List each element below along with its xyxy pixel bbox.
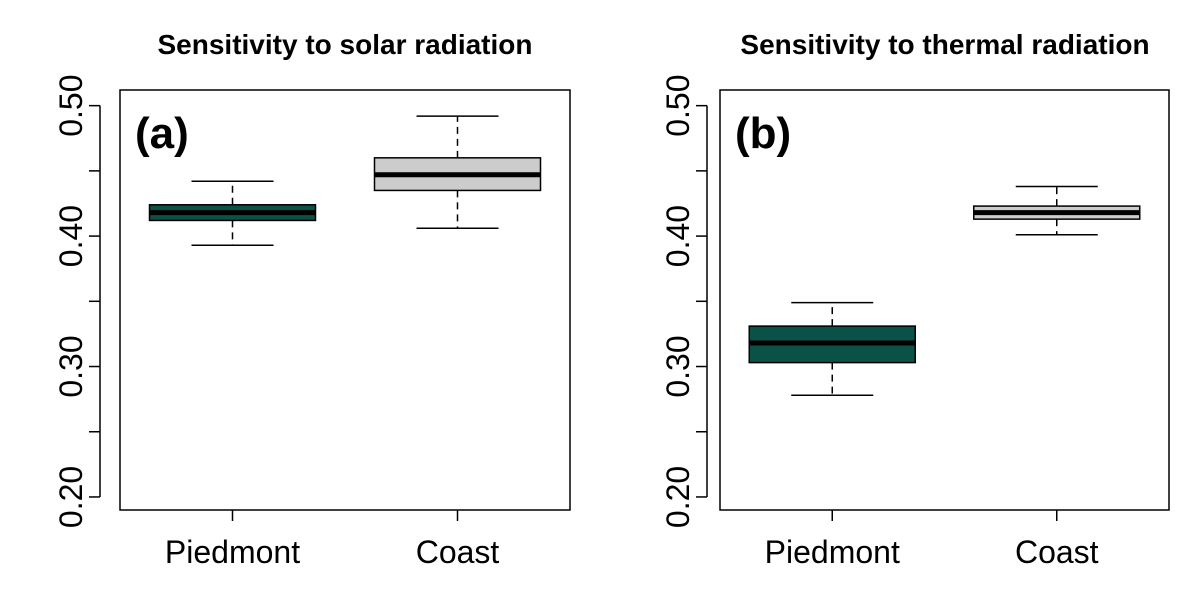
x-tick-label: Coast	[1015, 534, 1099, 570]
x-tick-label: Coast	[416, 534, 500, 570]
chart-title: Sensitivity to thermal radiation	[740, 29, 1149, 60]
y-tick-label: 0.20	[660, 466, 696, 528]
boxplot-piedmont	[148, 180, 317, 246]
x-tick-label: Piedmont	[765, 534, 900, 570]
x-tick-label: Piedmont	[165, 534, 300, 570]
y-tick-label: 0.30	[53, 335, 89, 397]
y-tick-label: 0.50	[53, 75, 89, 137]
panel-b: Sensitivity to thermal radiation (b) 0.20 0…	[660, 29, 1170, 570]
plot-frame	[119, 89, 571, 511]
boxplot-piedmont	[748, 301, 916, 396]
y-tick-label: 0.40	[660, 205, 696, 267]
panel-label: (b)	[735, 109, 791, 158]
panel-a: Sensitivity to solar radiation (a) 0.20 0.3…	[53, 29, 571, 570]
chart-title: Sensitivity to solar radiation	[158, 29, 533, 60]
panel-label: (a)	[135, 109, 189, 158]
y-tick-label: 0.50	[660, 75, 696, 137]
y-tick-label: 0.30	[660, 335, 696, 397]
y-tick-label: 0.20	[53, 466, 89, 528]
plot-frame	[719, 89, 1170, 511]
y-tick-label: 0.40	[53, 205, 89, 267]
boxplot-coast	[973, 185, 1141, 236]
boxplot-coast	[373, 115, 542, 230]
